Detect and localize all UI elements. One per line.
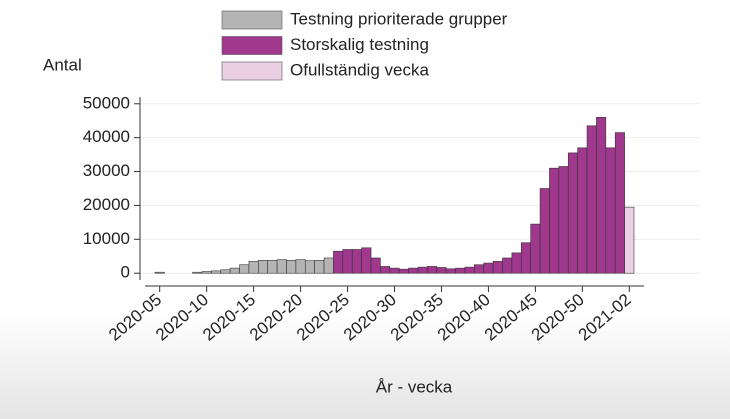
bar — [530, 223, 541, 274]
bar — [558, 166, 569, 274]
y-tick-label: 50000 — [83, 93, 130, 112]
bar — [192, 271, 203, 274]
bar — [389, 267, 400, 274]
bar — [314, 260, 325, 274]
bar — [511, 252, 522, 274]
y-tick-label: 10000 — [83, 229, 130, 248]
bar — [417, 266, 428, 274]
y-tick-label: 30000 — [83, 161, 130, 180]
legend-label: Storskalig testning — [290, 35, 429, 54]
bar — [436, 267, 447, 274]
bar — [408, 267, 419, 274]
bar — [474, 264, 485, 274]
bar — [539, 188, 550, 274]
bar — [577, 147, 588, 274]
bar — [351, 249, 362, 274]
bar — [464, 266, 475, 274]
bar — [567, 152, 578, 274]
bar — [361, 247, 372, 274]
bar — [286, 260, 297, 274]
bar — [229, 267, 240, 274]
bar — [370, 257, 381, 274]
y-tick-label: 20000 — [83, 195, 130, 214]
bar — [502, 257, 513, 274]
bar — [624, 206, 635, 274]
bar — [614, 132, 625, 274]
bar — [342, 249, 353, 274]
bar — [455, 267, 466, 274]
bar — [492, 261, 503, 274]
bar — [549, 167, 560, 274]
legend-label: Testning prioriterade grupper — [290, 9, 508, 28]
bar — [483, 262, 494, 274]
bar — [427, 266, 438, 274]
bar — [154, 271, 165, 274]
bar — [596, 117, 607, 274]
legend-swatch — [221, 61, 283, 81]
legend-swatch — [221, 36, 283, 55]
bar — [258, 260, 269, 274]
x-axis-label: År - vecka — [376, 377, 453, 396]
y-tick-label: 0 — [121, 263, 130, 282]
bar — [605, 147, 616, 274]
y-axis-label: Antal — [43, 55, 82, 74]
bar — [248, 261, 259, 274]
bar — [201, 271, 212, 274]
bar — [323, 257, 334, 274]
bar — [333, 250, 344, 274]
legend-swatch — [221, 10, 283, 30]
bar — [220, 269, 231, 274]
bar — [295, 259, 306, 274]
bar — [304, 260, 315, 274]
bar — [520, 242, 531, 274]
bar — [445, 268, 456, 274]
bar — [398, 268, 409, 274]
bar — [276, 259, 287, 274]
y-tick-label: 40000 — [83, 127, 130, 146]
bar — [239, 264, 250, 274]
bar — [267, 260, 278, 274]
legend-label: Ofullständig vecka — [290, 60, 429, 79]
bar — [211, 270, 222, 274]
bar — [380, 266, 391, 274]
bar — [586, 125, 597, 274]
